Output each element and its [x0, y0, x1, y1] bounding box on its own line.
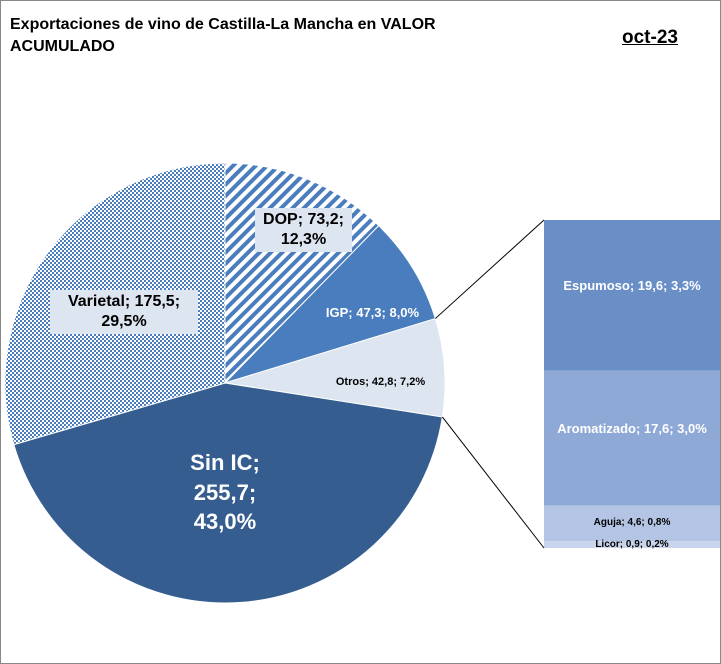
bar-segment	[544, 541, 720, 548]
bar-segment	[544, 370, 720, 506]
data-label: Licor; 0,9; 0,2%	[595, 538, 669, 550]
period: oct-23	[622, 27, 678, 48]
data-label: Otros; 42,8; 7,2%	[335, 376, 426, 388]
connector	[435, 219, 545, 319]
data-label: Espumoso; 19,6; 3,3%	[563, 278, 701, 294]
data-label: Aguja; 4,6; 0,8%	[593, 517, 671, 529]
data-label: DOP; 73,2; 12,3%	[255, 208, 352, 252]
chart-title: Exportaciones de vino de Castilla-La Man…	[10, 16, 436, 55]
bar-segment	[544, 220, 720, 371]
pie-slice	[13, 382, 443, 604]
bar-segment	[544, 505, 720, 542]
data-label: Varietal; 175,5; 29,5%	[50, 290, 198, 334]
data-label: IGP; 47,3; 8,0%	[325, 305, 420, 320]
data-label: Sin IC; 255,7; 43,0%	[190, 450, 260, 535]
pie-slice	[224, 224, 436, 384]
connector	[441, 416, 545, 549]
pie-slice	[224, 317, 446, 418]
data-label: Aromatizado; 17,6; 3,0%	[557, 421, 707, 437]
